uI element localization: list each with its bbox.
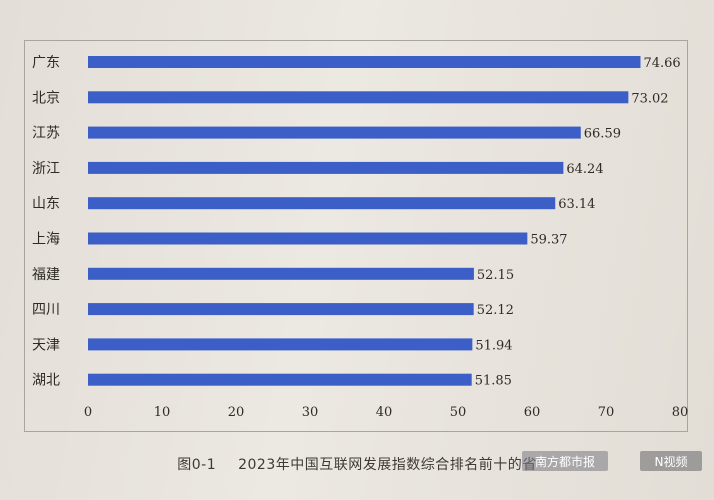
x-tick-label: 60 — [524, 405, 541, 420]
value-label: 74.66 — [643, 56, 680, 71]
category-label: 广东 — [32, 55, 60, 71]
category-label: 湖北 — [32, 373, 60, 389]
x-tick-label: 80 — [672, 405, 689, 420]
figure-number: 图0-1 — [177, 457, 217, 473]
figure-title: 2023年中国互联网发展指数综合排名前十的省 — [238, 457, 537, 473]
category-label: 山东 — [32, 196, 60, 212]
x-tick-label: 10 — [154, 405, 171, 420]
bar-chart: 广东 74.66 北京 73.02 江苏 66.59 浙江 64.24 山东 63.14 上海 59.… — [32, 55, 689, 420]
chart-frame — [24, 40, 688, 432]
figure-caption: 图0-1 2023年中国互联网发展指数综合排名前十的省 — [0, 454, 714, 474]
category-label: 江苏 — [32, 126, 60, 142]
x-tick-label: 30 — [302, 405, 319, 420]
x-tick-label: 70 — [598, 405, 615, 420]
x-tick-label: 50 — [450, 405, 467, 420]
value-label: 64.24 — [566, 162, 603, 177]
category-label: 福建 — [32, 267, 60, 283]
bar — [88, 56, 641, 68]
value-label: 66.59 — [584, 127, 621, 142]
category-label: 北京 — [32, 90, 60, 106]
bar — [88, 267, 474, 280]
value-label: 51.94 — [475, 338, 512, 353]
value-label: 63.14 — [558, 197, 595, 212]
category-label: 四川 — [32, 302, 60, 318]
category-label: 上海 — [32, 232, 60, 248]
x-tick-label: 0 — [84, 405, 92, 420]
bar — [88, 91, 629, 104]
watermark-logo: 南方都市报 — [522, 451, 608, 471]
bar — [88, 161, 564, 174]
x-tick-label: 40 — [376, 405, 393, 420]
category-label: 浙江 — [32, 161, 60, 177]
bar — [88, 303, 474, 316]
bar — [88, 338, 473, 351]
bar — [88, 197, 556, 210]
value-label: 52.12 — [477, 303, 514, 318]
category-label: 天津 — [32, 337, 60, 353]
value-label: 52.15 — [477, 268, 514, 283]
bar — [88, 232, 528, 245]
value-label: 59.37 — [530, 233, 567, 248]
bar — [88, 126, 581, 139]
x-tick-label: 20 — [228, 405, 245, 420]
value-label: 51.85 — [475, 374, 512, 389]
value-label: 73.02 — [631, 91, 668, 106]
watermark-video-logo: N视频 — [640, 451, 702, 471]
bar — [88, 373, 472, 386]
